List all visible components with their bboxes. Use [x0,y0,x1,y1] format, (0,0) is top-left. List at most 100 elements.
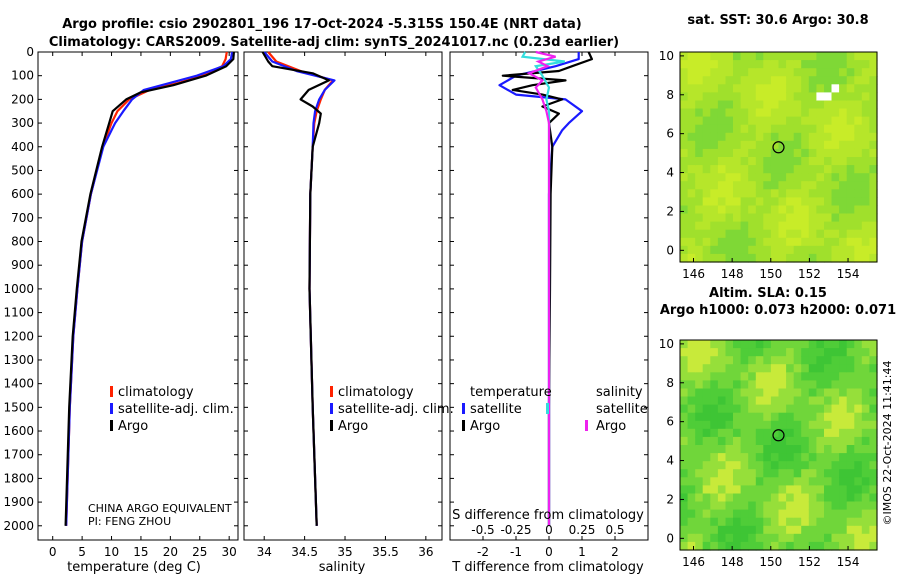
map-cell [854,197,863,207]
map-cell [763,428,772,438]
diff-legend-temp-satellite: satellite [470,402,522,417]
map-cell [861,436,870,446]
map-cell [733,189,742,198]
map-cell [778,245,787,255]
map-cell [748,372,757,381]
map-cell [846,469,855,478]
salinity-legend: climatology satellite-adj. clim. Argo [330,385,454,434]
map-cell [846,84,855,93]
map-cell [680,189,689,198]
map-cell [695,84,704,93]
s-tick-label: 0.5 [605,523,624,537]
map-y-tick-label: 2 [666,204,674,218]
map-cell [801,60,810,69]
map-cell [869,348,878,357]
map-cell [869,469,878,478]
map-cell [748,84,757,93]
map-cell [687,84,696,93]
x-tick-label: 5 [78,545,86,559]
map-cell [680,253,689,263]
map-cell [770,420,780,430]
sst-map-panel: 146 148 150 152 154 0 2 4 6 8 10 [659,49,878,281]
map-y-tick-label: 10 [659,337,674,351]
map-cell [763,453,772,462]
map-cell [702,189,711,198]
map-cell [702,148,711,158]
sal-legend-swatch-satellite [330,403,333,414]
map-cell [755,221,764,231]
map-cell [748,493,757,503]
map-cell [816,485,825,495]
map-cell [831,404,840,414]
map-cell [733,124,742,134]
map-cell [755,100,764,110]
map-cell [702,132,711,142]
map-cell [854,412,863,422]
map-cell [687,525,696,535]
map-cell [695,253,704,263]
map-cell [786,157,795,166]
map-cell [808,100,817,110]
map-cell [778,92,787,102]
map-cell [846,197,855,207]
map-cell [816,412,825,422]
map-cell [861,509,870,519]
map-cell [824,60,833,69]
map-cell [793,181,802,190]
map-cell [854,173,863,182]
map-cell [687,372,696,381]
map-cell [687,205,696,215]
map-cell [763,501,772,511]
map-cell [816,132,825,142]
map-cell [869,485,878,495]
map-cell [770,485,780,495]
map-cell [717,60,727,69]
map-cell [763,132,772,142]
map-cell [831,165,840,174]
map-cell [695,340,704,349]
map-cell [831,68,840,77]
map-cell [733,68,742,77]
map-cell [763,245,772,255]
map-cell [733,116,742,126]
map-cell [680,92,689,102]
diff-legend-swatch-temp-sat [462,403,465,414]
map-cell [725,60,734,69]
map-cell [770,205,780,215]
map-cell [846,525,855,535]
map-cell [687,445,696,454]
map-cell [854,213,863,223]
map-cell [755,148,764,158]
map-cell [801,245,810,255]
map-cell [680,509,689,519]
map-cell [770,68,780,77]
map-cell [824,477,833,486]
map-cell [687,68,696,77]
map-cell [786,92,795,102]
map-cell [801,509,810,519]
map-cell [733,412,742,422]
map-cell [680,420,689,430]
map-cell [763,340,772,349]
map-cell [717,428,727,438]
map-cell [687,229,696,239]
map-cell [755,116,764,126]
map-cell [717,517,727,527]
map-cell [861,108,870,118]
map-cell [755,124,764,134]
map-cell [831,92,840,102]
map-cell [695,404,704,414]
map-cell [846,461,855,470]
map-cell [786,396,795,406]
map-cell [733,469,742,478]
map-cell [710,116,719,126]
map-cell [695,165,704,174]
map-cell [740,157,749,166]
y-tick-label: 300 [11,116,34,130]
map-cell [808,173,817,182]
map-cell [740,445,749,454]
map-cell [816,92,825,102]
map-cell [710,92,719,102]
map-cell [846,412,855,422]
map-cell [717,396,727,406]
